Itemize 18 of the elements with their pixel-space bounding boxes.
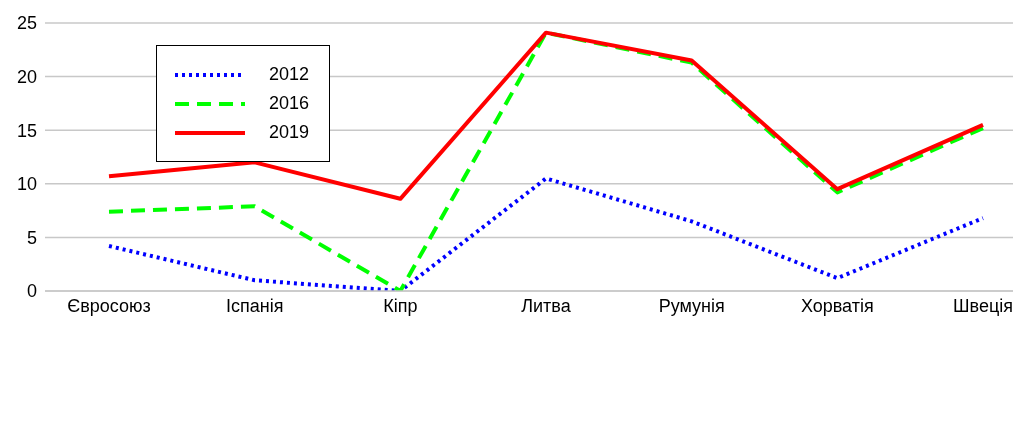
- x-tick-label: Швеція: [953, 295, 1013, 316]
- x-tick-label: Хорватія: [800, 295, 874, 316]
- x-tick-label: Євросоюз: [67, 295, 151, 316]
- y-tick-label: 25: [16, 13, 37, 34]
- legend-label: 2019: [269, 122, 310, 143]
- y-tick-label: 10: [16, 174, 37, 195]
- x-tick-label: Литва: [521, 295, 572, 316]
- y-tick-label: 5: [26, 227, 37, 248]
- x-tick-label: Іспанія: [225, 295, 284, 316]
- y-tick-label: 0: [26, 281, 37, 302]
- legend-label: 2012: [269, 64, 310, 85]
- line-series: [107, 30, 985, 201]
- line-series: [107, 176, 985, 291]
- y-tick-label: 15: [16, 120, 37, 141]
- legend-label: 2016: [269, 93, 310, 114]
- x-tick-label: Кіпр: [383, 295, 418, 316]
- y-tick-label: 20: [16, 66, 37, 87]
- x-tick-label: Румунія: [658, 295, 725, 316]
